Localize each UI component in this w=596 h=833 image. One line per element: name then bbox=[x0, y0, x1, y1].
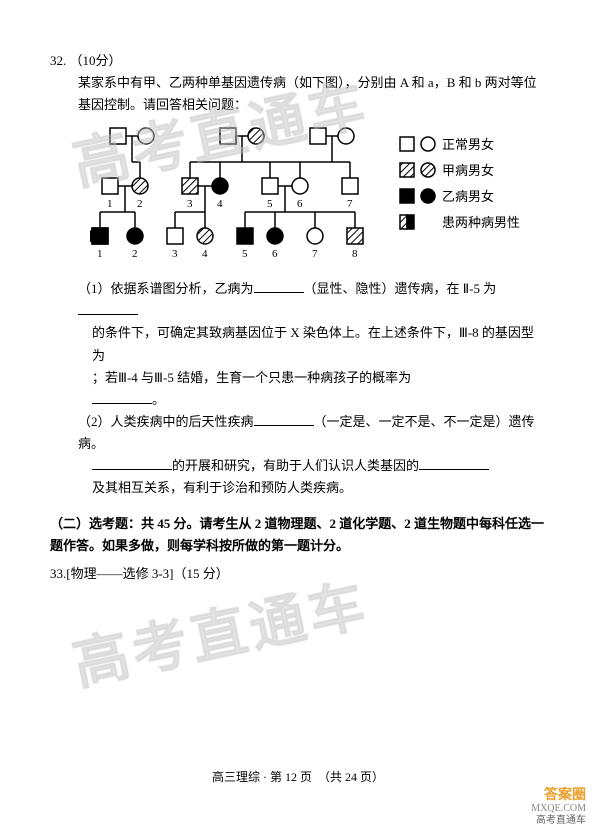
bottom-logo: 答案圈 MXQE.COM 高考直通车 bbox=[531, 786, 586, 827]
q32-sub1-line3: ；若Ⅲ-4 与Ⅲ-5 结婚，生育一个只患一种病孩子的概率为 bbox=[92, 367, 546, 389]
svg-text:6: 6 bbox=[297, 198, 303, 210]
svg-text:5: 5 bbox=[267, 198, 273, 210]
q32-sub1-end: 。 bbox=[152, 392, 165, 407]
q32-sub2: （2）人类疾病中的后天性疾病（一定是、一定不是、不一定是）遗传病。 bbox=[78, 411, 546, 455]
logo-main: 答案圈 bbox=[531, 786, 586, 803]
q32-sub1-line4: 。 bbox=[92, 389, 546, 411]
svg-text:2: 2 bbox=[132, 248, 138, 260]
q32-header: 32. （10分） bbox=[50, 50, 546, 72]
legend-normal: 正常男女 bbox=[442, 137, 494, 152]
q32-intro: 某家系中有甲、乙两种单基因遗传病（如下图），分别由 A 和 a，B 和 b 两对… bbox=[78, 72, 546, 116]
svg-text:8: 8 bbox=[352, 248, 358, 260]
svg-text:3: 3 bbox=[172, 248, 178, 260]
logo-line: 高考直通车 bbox=[531, 815, 586, 827]
legend-both: 患两种病男性 bbox=[442, 215, 520, 230]
blank bbox=[254, 413, 314, 426]
logo-url: MXQE.COM bbox=[531, 803, 586, 815]
svg-text:7: 7 bbox=[312, 248, 318, 260]
blank bbox=[92, 457, 172, 470]
q32-sub2-line2-suffix: 的开展和研究，有助于人们认识人类基因的 bbox=[172, 458, 419, 473]
q32-number: 32. bbox=[50, 53, 66, 68]
blank bbox=[78, 302, 138, 315]
svg-text:5: 5 bbox=[242, 248, 248, 260]
q32-sub1-mid1: （显性、隐性）遗传病，在 Ⅱ-5 为 bbox=[304, 281, 497, 296]
q32-sub1-prefix: （1）依据系谱图分析，乙病为 bbox=[78, 281, 254, 296]
q32-sub1: （1）依据系谱图分析，乙病为 （显性、隐性）遗传病，在 Ⅱ-5 为 bbox=[78, 278, 546, 322]
blank bbox=[92, 391, 152, 404]
q32-points: （10分） bbox=[70, 53, 122, 68]
q33-header: 33.[物理——选修 3-3]（15 分） bbox=[50, 566, 229, 581]
pedigree-chart: Ⅰ Ⅱ Ⅲ 1 2 3 bbox=[90, 122, 530, 272]
blank bbox=[419, 457, 489, 470]
q32-sub2-prefix: （2）人类疾病中的后天性疾病 bbox=[78, 414, 254, 429]
q32-sub2-line3: 及其相互关系，有利于诊治和预防人类疾病。 bbox=[92, 477, 546, 499]
q32-sub1-mid2: 的条件下，可确定其致病基因位于 X 染色体上。在上述条件下，Ⅲ-8 的基因型为 bbox=[92, 325, 534, 362]
svg-text:2: 2 bbox=[137, 198, 143, 210]
legend-jia: 甲病男女 bbox=[442, 163, 494, 178]
page-footer: 高三理综 · 第 12 页 （共 24 页） bbox=[0, 768, 596, 785]
svg-text:6: 6 bbox=[272, 248, 278, 260]
blank bbox=[254, 280, 304, 293]
section2-heading: （二）选考题：共 45 分。请考生从 2 道物理题、2 道化学题、2 道生物题中… bbox=[50, 513, 546, 557]
q32-sub1-line2: 的条件下，可确定其致病基因位于 X 染色体上。在上述条件下，Ⅲ-8 的基因型为 bbox=[92, 322, 546, 366]
q32-sub1-mid3: ；若Ⅲ-4 与Ⅲ-5 结婚，生育一个只患一种病孩子的概率为 bbox=[92, 370, 411, 385]
svg-text:1: 1 bbox=[107, 198, 113, 210]
svg-text:3: 3 bbox=[187, 198, 193, 210]
svg-text:4: 4 bbox=[202, 248, 208, 260]
svg-text:1: 1 bbox=[97, 248, 103, 260]
svg-text:4: 4 bbox=[217, 198, 223, 210]
legend-yi: 乙病男女 bbox=[442, 189, 494, 204]
svg-text:7: 7 bbox=[347, 198, 353, 210]
q32-sub2-line2: 的开展和研究，有助于人们认识人类基因的 bbox=[92, 455, 546, 477]
